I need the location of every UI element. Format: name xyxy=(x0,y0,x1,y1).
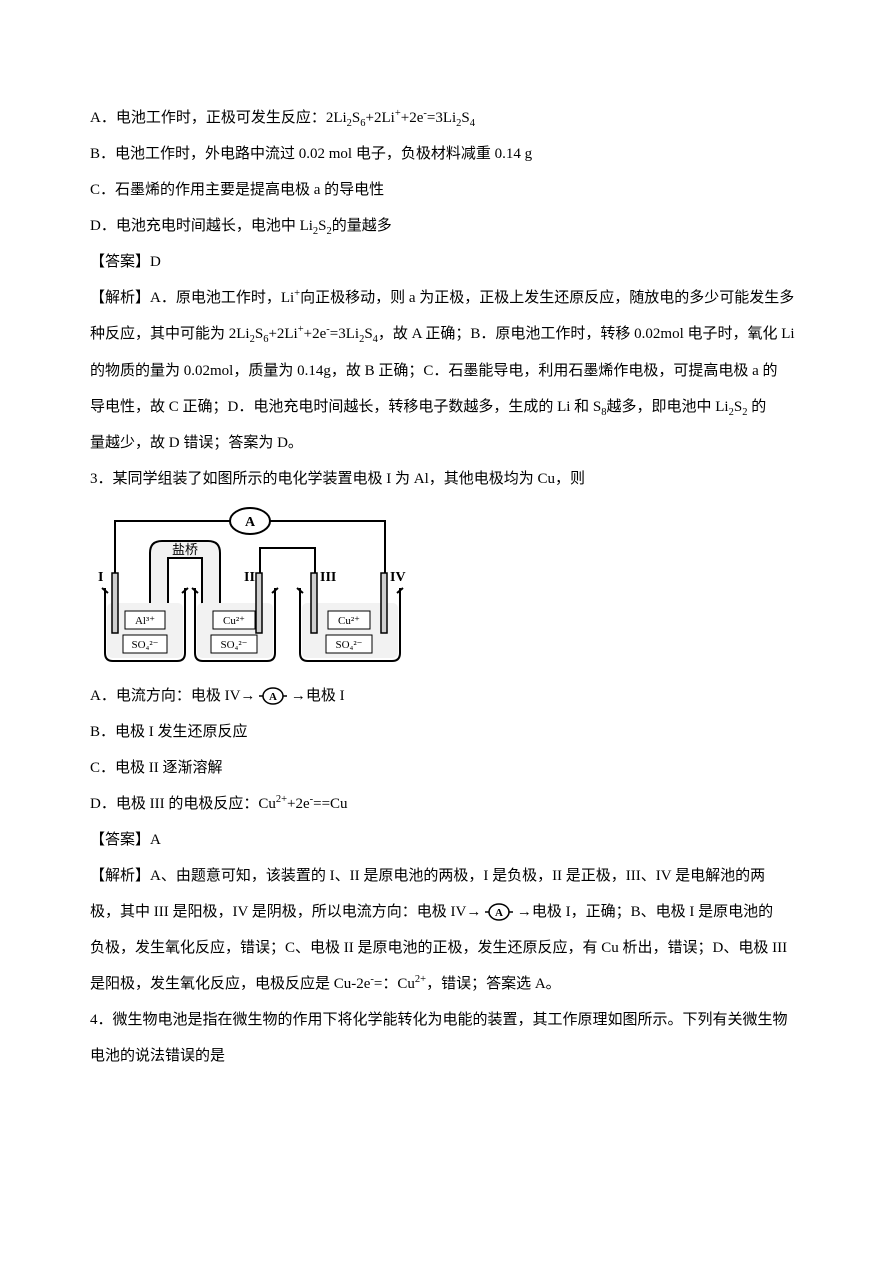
svg-text:SO₄²⁻: SO₄²⁻ xyxy=(131,639,158,651)
q2-explain-2: 种反应，其中可能为 2Li2S6+2Li++2e-=3Li2S4，故 A 正确；… xyxy=(90,316,802,352)
q4-stem-2: 电池的说法错误的是 xyxy=(90,1038,802,1074)
q2-explain-4: 导电性，故 C 正确；D．电池充电时间越长，转移电子数越多，生成的 Li 和 S… xyxy=(90,389,802,425)
ammeter-icon: A xyxy=(259,686,287,706)
svg-text:A: A xyxy=(495,907,503,919)
q3-answer: 【答案】A xyxy=(90,822,802,858)
q3-option-c: C．电极 II 逐渐溶解 xyxy=(90,750,802,786)
svg-text:Cu²⁺: Cu²⁺ xyxy=(338,615,360,627)
q3-explain-4: 是阳极，发生氧化反应，电极反应是 Cu-2e-=：Cu2+，错误；答案选 A。 xyxy=(90,966,802,1002)
q2-option-c: C．石墨烯的作用主要是提高电极 a 的导电性 xyxy=(90,172,802,208)
electrode-II-label: II xyxy=(244,570,255,585)
ammeter-label: A xyxy=(245,515,256,530)
q2-option-b: B．电池工作时，外电路中流过 0.02 mol 电子，负极材料减重 0.14 g xyxy=(90,136,802,172)
q3-explain-2: 极，其中 III 是阳极，IV 是阴极，所以电流方向：电极 IV→ A →电极 … xyxy=(90,894,802,930)
q3-option-b: B．电极 I 发生还原反应 xyxy=(90,714,802,750)
q4-stem-1: 4．微生物电池是指在微生物的作用下将化学能转化为电能的装置，其工作原理如图所示。… xyxy=(90,1002,802,1038)
beaker-3: Cu²⁺ SO₄²⁻ xyxy=(297,573,403,661)
svg-text:SO₄²⁻: SO₄²⁻ xyxy=(220,639,247,651)
electrode-I-label: I xyxy=(98,570,103,585)
salt-bridge-label: 盐桥 xyxy=(172,542,198,557)
svg-text:Cu²⁺: Cu²⁺ xyxy=(223,615,245,627)
q3-explain-3: 负极，发生氧化反应，错误；C、电极 II 是原电池的正极，发生还原反应，有 Cu… xyxy=(90,930,802,966)
q2-explain-1: 【解析】A．原电池工作时，Li+向正极移动，则 a 为正极，正极上发生还原反应，… xyxy=(90,280,802,316)
q3-option-a: A．电流方向：电极 IV→ A →电极 I xyxy=(90,678,802,714)
ammeter-icon: A xyxy=(485,902,513,922)
q2-answer: 【答案】D xyxy=(90,244,802,280)
q2-explain-3: 的物质的量为 0.02mol，质量为 0.14g，故 B 正确；C．石墨能导电，… xyxy=(90,353,802,389)
q3-explain-1: 【解析】A、由题意可知，该装置的 I、II 是原电池的两极，I 是负极，II 是… xyxy=(90,858,802,894)
svg-text:Al³⁺: Al³⁺ xyxy=(135,615,155,627)
q2-option-d: D．电池充电时间越长，电池中 Li2S2的量越多 xyxy=(90,208,802,244)
electrode-III-label: III xyxy=(320,570,336,585)
electrochemistry-diagram: A I II III IV 盐桥 Al³⁺ SO₄²⁻ Cu²⁺ SO₄²⁻ xyxy=(90,503,802,668)
q3-option-d: D．电极 III 的电极反应：Cu2++2e-==Cu xyxy=(90,786,802,822)
q2-option-a: A．电池工作时，正极可发生反应：2Li2S6+2Li++2e-=3Li2S4 xyxy=(90,100,802,136)
svg-text:A: A xyxy=(269,691,277,703)
q3-stem: 3．某同学组装了如图所示的电化学装置电极 I 为 Al，其他电极均为 Cu，则 xyxy=(90,461,802,497)
svg-text:SO₄²⁻: SO₄²⁻ xyxy=(335,639,362,651)
beaker-1: Al³⁺ SO₄²⁻ xyxy=(102,573,188,661)
q2-explain-5: 量越少，故 D 错误；答案为 D。 xyxy=(90,425,802,461)
electrode-IV-label: IV xyxy=(390,570,406,585)
